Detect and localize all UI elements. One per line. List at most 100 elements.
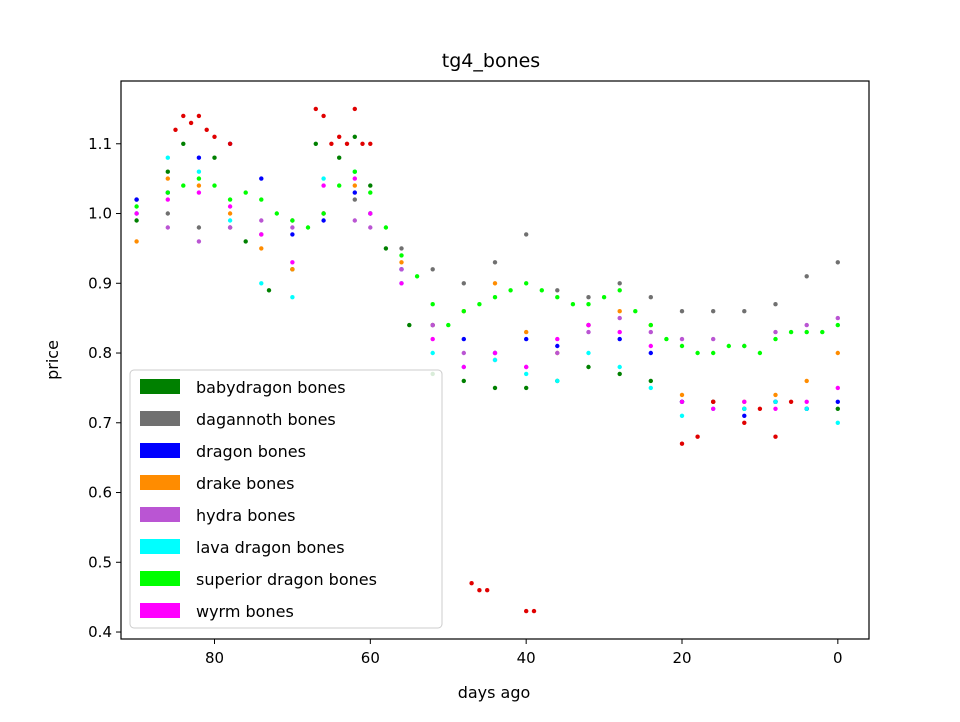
data-point [524, 371, 529, 377]
series-1 [134, 197, 840, 314]
data-point [259, 197, 264, 202]
y-tick-label: 0.7 [88, 414, 112, 432]
data-point [196, 225, 202, 230]
data-point [477, 588, 482, 593]
data-point [679, 392, 685, 398]
data-point [835, 406, 840, 411]
data-point [524, 364, 529, 370]
data-point [555, 378, 560, 384]
data-point [227, 218, 233, 223]
x-tick-label: 60 [361, 649, 380, 667]
data-point [134, 204, 139, 209]
data-point [227, 204, 233, 209]
data-point [337, 155, 342, 160]
data-point [757, 350, 763, 356]
data-point [648, 295, 653, 300]
legend: babydragon bones dagannoth bones dragon bo… [129, 369, 443, 629]
legend-swatch [140, 475, 180, 490]
data-point [648, 329, 653, 335]
data-point [773, 392, 778, 398]
data-point [352, 106, 357, 112]
data-point [212, 183, 217, 188]
data-point [461, 378, 466, 384]
data-point [711, 309, 716, 314]
legend-item: wyrm bones [140, 602, 294, 621]
data-point [188, 120, 194, 126]
data-point [227, 141, 233, 146]
series-8 [173, 106, 794, 614]
data-point [134, 211, 139, 216]
data-point [196, 190, 202, 195]
data-point [617, 288, 622, 293]
data-point [477, 302, 482, 307]
data-point [820, 329, 825, 335]
data-point [773, 336, 778, 342]
data-point [290, 218, 295, 223]
data-point [711, 406, 716, 411]
data-point [648, 378, 653, 384]
data-point [524, 608, 529, 614]
x-axis-label: days ago [458, 683, 531, 702]
data-point [399, 281, 404, 286]
data-point [430, 322, 435, 328]
data-point [726, 343, 731, 349]
data-point [773, 302, 778, 307]
data-point [337, 183, 342, 188]
data-point [679, 441, 685, 446]
data-point [773, 434, 778, 439]
legend-label: superior dragon bones [196, 570, 377, 589]
data-point [259, 232, 264, 237]
data-point [524, 336, 529, 342]
data-point [227, 197, 233, 202]
legend-swatch [140, 571, 180, 586]
data-point [259, 176, 264, 181]
data-point [835, 350, 840, 356]
legend-swatch [140, 379, 180, 394]
legend-item: drake bones [140, 474, 294, 493]
y-tick-label: 1.0 [88, 205, 112, 223]
data-point [788, 399, 794, 404]
data-point [399, 253, 404, 258]
data-point [290, 267, 295, 272]
data-point [352, 218, 357, 223]
data-point [586, 322, 591, 328]
data-point [134, 197, 139, 202]
data-point [555, 295, 560, 300]
data-point [648, 385, 653, 391]
data-point [617, 371, 622, 377]
data-point [804, 406, 809, 411]
data-point [243, 190, 248, 195]
legend-swatch [140, 411, 180, 426]
data-point [461, 364, 466, 370]
data-point [352, 190, 357, 195]
legend-item: babydragon bones [140, 378, 346, 397]
data-point [617, 309, 622, 314]
data-point [181, 183, 186, 188]
data-point [461, 309, 466, 314]
data-point [243, 239, 248, 244]
data-point [492, 357, 498, 363]
data-point [368, 211, 373, 216]
legend-item: dagannoth bones [140, 410, 336, 429]
data-point [742, 406, 747, 411]
data-point [679, 336, 685, 342]
x-tick-label: 0 [833, 649, 843, 667]
data-point [664, 336, 669, 342]
data-point [679, 413, 685, 418]
data-point [337, 134, 342, 139]
data-point [469, 581, 474, 586]
data-point [531, 608, 537, 614]
data-point [835, 420, 840, 425]
data-point [804, 329, 809, 335]
data-point [165, 211, 170, 216]
x-axis: 80 60 40 20 0 [205, 639, 843, 667]
data-point [617, 364, 622, 370]
data-point [711, 350, 716, 356]
legend-item: lava dragon bones [140, 538, 345, 557]
data-point [383, 225, 389, 230]
data-point [742, 309, 747, 314]
data-point [383, 246, 389, 251]
data-point [321, 218, 326, 223]
